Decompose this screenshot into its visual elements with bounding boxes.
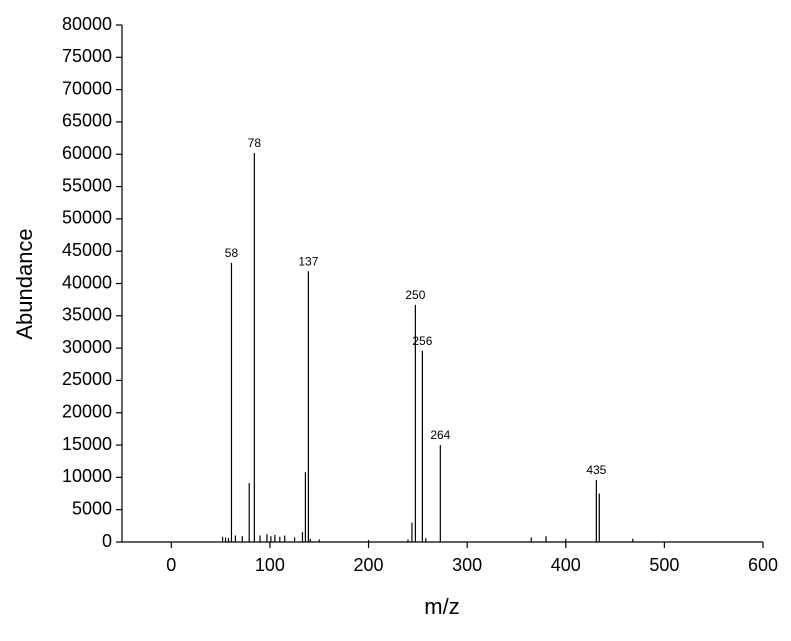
peak-label: 137 [298, 254, 318, 268]
y-tick-label: 70000 [62, 78, 112, 98]
peak-label: 250 [405, 288, 425, 302]
y-tick-label: 65000 [62, 111, 112, 131]
y-tick-label: 40000 [62, 272, 112, 292]
y-axis-title: Abundance [12, 228, 37, 339]
y-tick-label: 10000 [62, 466, 112, 486]
y-tick-label: 5000 [72, 498, 112, 518]
y-tick-label: 20000 [62, 402, 112, 422]
y-tick-label: 35000 [62, 305, 112, 325]
peak-label: 264 [430, 428, 450, 442]
peak-label: 435 [586, 463, 606, 477]
x-axis-title: m/z [424, 594, 459, 619]
x-tick-label: 500 [649, 555, 679, 575]
y-tick-label: 55000 [62, 175, 112, 195]
y-tick-label: 25000 [62, 369, 112, 389]
x-tick-label: 0 [166, 555, 176, 575]
y-tick-label: 60000 [62, 143, 112, 163]
x-tick-label: 600 [748, 555, 778, 575]
y-tick-label: 75000 [62, 46, 112, 66]
x-tick-label: 300 [452, 555, 482, 575]
peak-label: 58 [225, 246, 239, 260]
x-tick-label: 200 [354, 555, 384, 575]
peak-label: 78 [248, 136, 262, 150]
y-tick-label: 30000 [62, 337, 112, 357]
y-tick-label: 0 [102, 531, 112, 551]
peak-label: 256 [412, 334, 432, 348]
y-tick-label: 45000 [62, 240, 112, 260]
y-tick-label: 15000 [62, 434, 112, 454]
x-tick-label: 100 [255, 555, 285, 575]
y-tick-label: 50000 [62, 208, 112, 228]
x-tick-label: 400 [551, 555, 581, 575]
y-tick-label: 80000 [62, 14, 112, 34]
